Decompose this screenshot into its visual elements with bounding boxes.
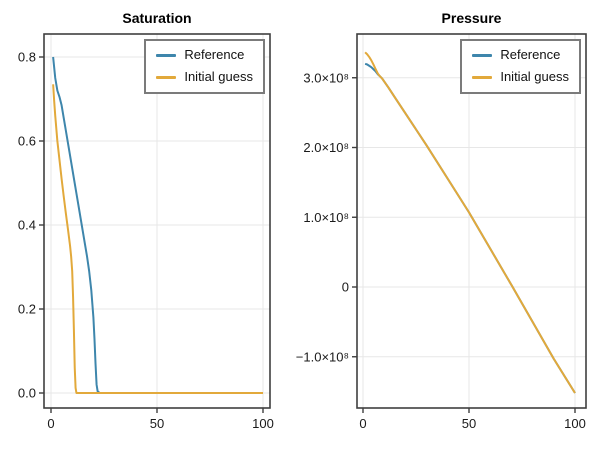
y-tick-label: −1.0×10⁸ [296, 349, 349, 364]
legend-item-reference: Reference [156, 47, 253, 63]
legend-label-initial-guess: Initial guess [500, 68, 569, 84]
initial-guess-line-swatch [472, 75, 493, 79]
legend-item-reference: Reference [472, 47, 569, 63]
y-tick-label: 0.0 [18, 386, 36, 401]
reference-line-swatch [472, 53, 493, 57]
y-tick-label: 0.2 [18, 302, 36, 317]
legend-label-initial-guess: Initial guess [184, 68, 253, 84]
series-line-reference [364, 62, 576, 394]
y-tick-label: 3.0×10⁸ [303, 70, 349, 85]
legend-label-reference: Reference [500, 47, 561, 62]
y-tick-label: 0 [342, 280, 349, 295]
reference-line-swatch [156, 53, 177, 57]
plot-title-saturation: Saturation [122, 10, 192, 26]
series-line-initial-guess [52, 84, 263, 394]
legend-box-pressure: Reference Initial guess [460, 39, 581, 94]
legend-item-initial-guess: Initial guess [156, 68, 253, 85]
legend-box-saturation: Reference Initial guess [144, 39, 265, 94]
y-tick-label: 1.0×10⁸ [303, 210, 349, 225]
x-tick-label: 0 [47, 416, 54, 431]
y-tick-label: 2.0×10⁸ [303, 140, 349, 155]
x-tick-label: 50 [150, 416, 164, 431]
x-tick-label: 100 [252, 416, 274, 431]
y-tick-label: 0.4 [18, 218, 36, 233]
legend-item-initial-guess: Initial guess [472, 68, 569, 85]
y-tick-label: 0.8 [18, 50, 36, 65]
axis-frame [356, 33, 587, 409]
plot-title-pressure: Pressure [441, 10, 502, 26]
y-tick-label: 0.6 [18, 134, 36, 149]
legend-label-reference: Reference [184, 47, 245, 62]
initial-guess-line-swatch [156, 75, 177, 79]
series-line-initial-guess [364, 51, 576, 394]
x-tick-label: 0 [359, 416, 366, 431]
x-tick-label: 50 [462, 416, 476, 431]
x-tick-label: 100 [564, 416, 586, 431]
